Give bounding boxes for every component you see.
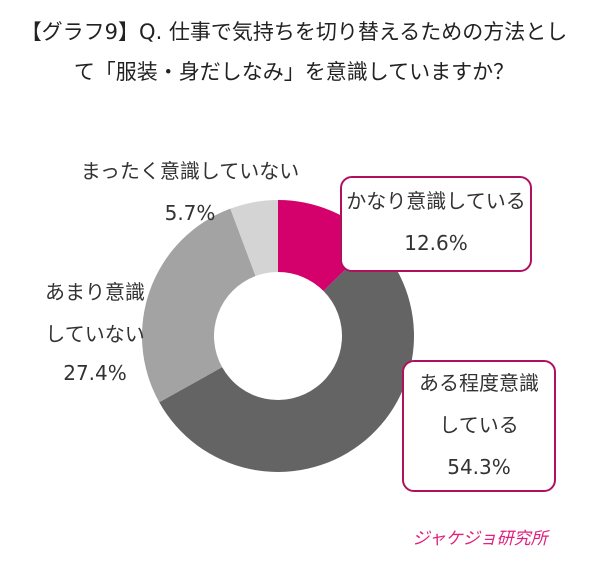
label-box — [340, 176, 532, 272]
donut-segment — [230, 200, 278, 277]
category-label: あまり意識していない — [45, 280, 145, 346]
donut-segment — [159, 240, 414, 473]
category-label: まったく意識していない — [80, 159, 300, 183]
logo: ジャケジョ研究所 — [412, 529, 548, 549]
value-label: 12.6% — [404, 231, 468, 255]
value-label: 27.4% — [63, 361, 127, 385]
value-label: 5.7% — [164, 201, 216, 225]
chart-title: 【グラフ9】Q. 仕事で気持ちを切り替えるための方法として「服装・身だしなみ」を… — [20, 20, 568, 84]
label-box — [402, 360, 556, 492]
value-label: 54.3% — [447, 455, 511, 479]
donut-segment — [142, 208, 256, 403]
category-label: かなり意識している — [346, 189, 526, 213]
category-label: ある程度意識している — [419, 371, 539, 437]
